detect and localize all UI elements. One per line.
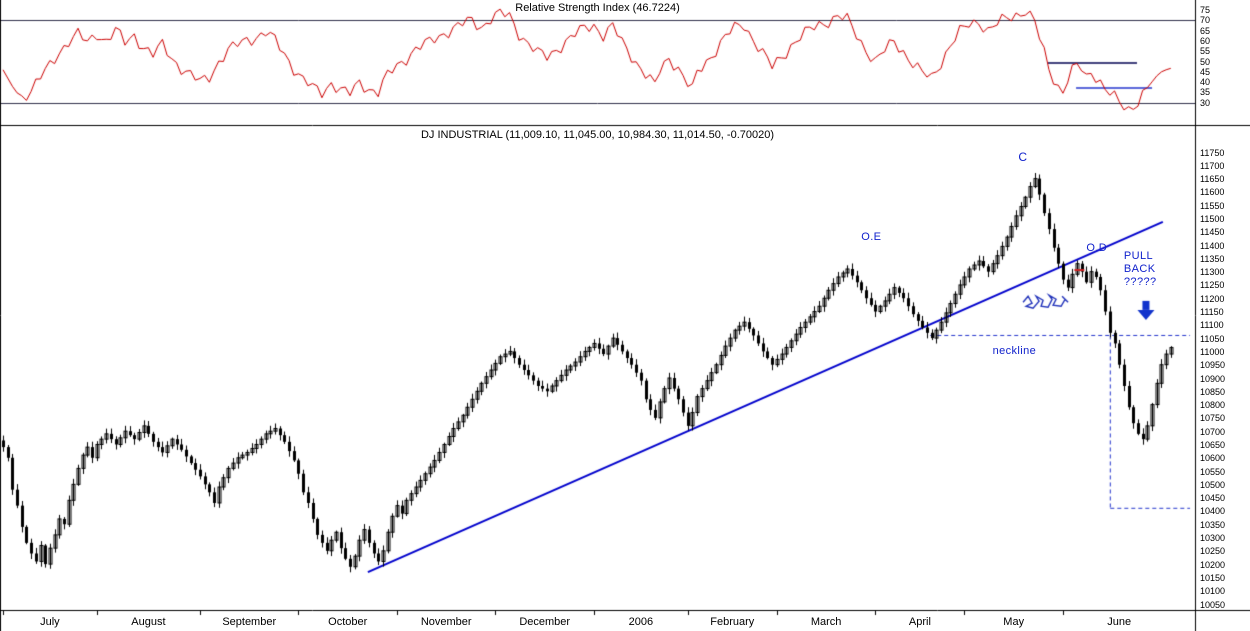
- price-panel-title: DJ INDUSTRIAL (11,009.10, 11,045.00, 10,…: [420, 129, 775, 141]
- rsi-panel-title: Relative Strength Index (46.7224): [515, 2, 680, 14]
